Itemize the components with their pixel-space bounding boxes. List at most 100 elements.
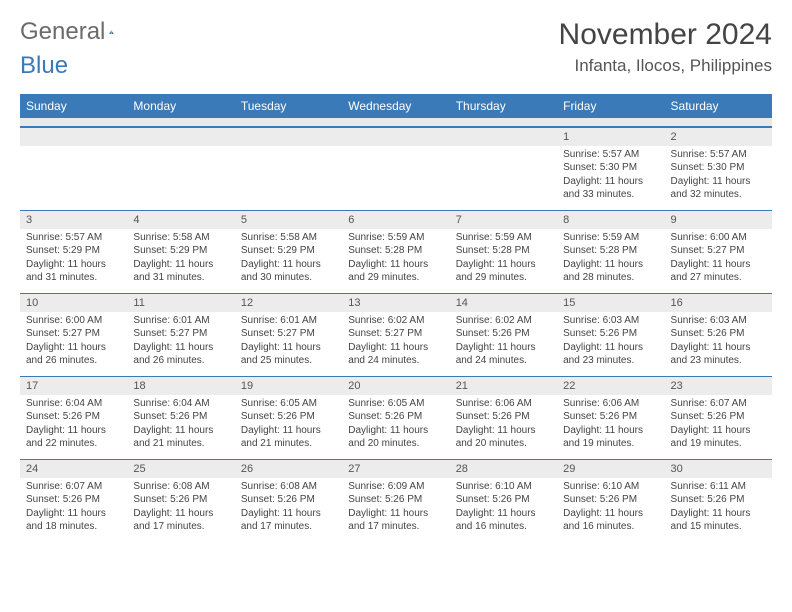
daylight2-text: and 29 minutes. bbox=[348, 271, 443, 285]
sunset-text: Sunset: 5:27 PM bbox=[241, 327, 336, 341]
day-cell: Sunrise: 6:00 AMSunset: 5:27 PMDaylight:… bbox=[20, 312, 127, 377]
content-row: Sunrise: 5:57 AMSunset: 5:30 PMDaylight:… bbox=[20, 146, 772, 211]
daylight2-text: and 26 minutes. bbox=[133, 354, 228, 368]
sunset-text: Sunset: 5:28 PM bbox=[348, 244, 443, 258]
spacer-row bbox=[20, 118, 772, 126]
date-cell: 2 bbox=[665, 127, 772, 146]
content-row: Sunrise: 6:00 AMSunset: 5:27 PMDaylight:… bbox=[20, 312, 772, 377]
date-cell: 16 bbox=[665, 293, 772, 312]
date-row: 3456789 bbox=[20, 210, 772, 229]
day-cell: Sunrise: 6:08 AMSunset: 5:26 PMDaylight:… bbox=[127, 478, 234, 542]
daylight1-text: Daylight: 11 hours bbox=[456, 341, 551, 355]
daylight2-text: and 15 minutes. bbox=[671, 520, 766, 534]
daylight2-text: and 16 minutes. bbox=[563, 520, 658, 534]
daylight1-text: Daylight: 11 hours bbox=[133, 424, 228, 438]
sunset-text: Sunset: 5:27 PM bbox=[671, 244, 766, 258]
daylight2-text: and 27 minutes. bbox=[671, 271, 766, 285]
sunset-text: Sunset: 5:26 PM bbox=[456, 493, 551, 507]
daylight2-text: and 31 minutes. bbox=[133, 271, 228, 285]
weeks-table: 12Sunrise: 5:57 AMSunset: 5:30 PMDayligh… bbox=[20, 127, 772, 542]
daylight1-text: Daylight: 11 hours bbox=[26, 507, 121, 521]
sunrise-text: Sunrise: 6:01 AM bbox=[133, 314, 228, 328]
sunrise-text: Sunrise: 6:01 AM bbox=[241, 314, 336, 328]
daylight2-text: and 19 minutes. bbox=[671, 437, 766, 451]
sunset-text: Sunset: 5:26 PM bbox=[26, 410, 121, 424]
sunset-text: Sunset: 5:30 PM bbox=[563, 161, 658, 175]
date-cell: 6 bbox=[342, 210, 449, 229]
sunset-text: Sunset: 5:26 PM bbox=[241, 410, 336, 424]
sunset-text: Sunset: 5:27 PM bbox=[348, 327, 443, 341]
date-cell: 14 bbox=[450, 293, 557, 312]
sunrise-text: Sunrise: 5:58 AM bbox=[241, 231, 336, 245]
daylight1-text: Daylight: 11 hours bbox=[563, 258, 658, 272]
daylight1-text: Daylight: 11 hours bbox=[241, 424, 336, 438]
daylight2-text: and 24 minutes. bbox=[348, 354, 443, 368]
sunrise-text: Sunrise: 6:07 AM bbox=[26, 480, 121, 494]
daylight2-text: and 26 minutes. bbox=[26, 354, 121, 368]
daylight1-text: Daylight: 11 hours bbox=[671, 341, 766, 355]
daylight2-text: and 24 minutes. bbox=[456, 354, 551, 368]
sunrise-text: Sunrise: 5:59 AM bbox=[348, 231, 443, 245]
sunrise-text: Sunrise: 6:06 AM bbox=[563, 397, 658, 411]
date-cell bbox=[450, 127, 557, 146]
logo-word1: General bbox=[20, 18, 105, 46]
daylight1-text: Daylight: 11 hours bbox=[133, 341, 228, 355]
sunrise-text: Sunrise: 6:07 AM bbox=[671, 397, 766, 411]
daylight2-text: and 29 minutes. bbox=[456, 271, 551, 285]
sunset-text: Sunset: 5:30 PM bbox=[671, 161, 766, 175]
sunrise-text: Sunrise: 6:08 AM bbox=[133, 480, 228, 494]
date-cell: 10 bbox=[20, 293, 127, 312]
sunrise-text: Sunrise: 6:11 AM bbox=[671, 480, 766, 494]
day-cell: Sunrise: 6:03 AMSunset: 5:26 PMDaylight:… bbox=[665, 312, 772, 377]
sunrise-text: Sunrise: 5:57 AM bbox=[563, 148, 658, 162]
day-cell bbox=[235, 146, 342, 211]
content-row: Sunrise: 6:04 AMSunset: 5:26 PMDaylight:… bbox=[20, 395, 772, 460]
date-cell: 1 bbox=[557, 127, 664, 146]
sunrise-text: Sunrise: 5:59 AM bbox=[563, 231, 658, 245]
sunset-text: Sunset: 5:28 PM bbox=[456, 244, 551, 258]
day-cell: Sunrise: 6:10 AMSunset: 5:26 PMDaylight:… bbox=[450, 478, 557, 542]
day-header: Friday bbox=[557, 94, 664, 118]
sunset-text: Sunset: 5:28 PM bbox=[563, 244, 658, 258]
day-cell: Sunrise: 5:59 AMSunset: 5:28 PMDaylight:… bbox=[342, 229, 449, 294]
date-cell: 13 bbox=[342, 293, 449, 312]
sunset-text: Sunset: 5:26 PM bbox=[456, 410, 551, 424]
date-cell: 28 bbox=[450, 459, 557, 478]
date-row: 24252627282930 bbox=[20, 459, 772, 478]
sunrise-text: Sunrise: 5:59 AM bbox=[456, 231, 551, 245]
date-cell: 3 bbox=[20, 210, 127, 229]
day-cell: Sunrise: 5:57 AMSunset: 5:30 PMDaylight:… bbox=[665, 146, 772, 211]
daylight1-text: Daylight: 11 hours bbox=[563, 175, 658, 189]
content-row: Sunrise: 5:57 AMSunset: 5:29 PMDaylight:… bbox=[20, 229, 772, 294]
date-cell: 30 bbox=[665, 459, 772, 478]
day-cell: Sunrise: 6:02 AMSunset: 5:26 PMDaylight:… bbox=[450, 312, 557, 377]
date-cell: 8 bbox=[557, 210, 664, 229]
daylight1-text: Daylight: 11 hours bbox=[671, 258, 766, 272]
location: Infanta, Ilocos, Philippines bbox=[559, 56, 772, 76]
daylight1-text: Daylight: 11 hours bbox=[563, 424, 658, 438]
daylight2-text: and 31 minutes. bbox=[26, 271, 121, 285]
daylight2-text: and 25 minutes. bbox=[241, 354, 336, 368]
month-title: November 2024 bbox=[559, 18, 772, 52]
date-cell: 24 bbox=[20, 459, 127, 478]
day-header-row: Sunday Monday Tuesday Wednesday Thursday… bbox=[20, 94, 772, 118]
date-cell: 21 bbox=[450, 376, 557, 395]
content-row: Sunrise: 6:07 AMSunset: 5:26 PMDaylight:… bbox=[20, 478, 772, 542]
day-cell: Sunrise: 6:10 AMSunset: 5:26 PMDaylight:… bbox=[557, 478, 664, 542]
sunset-text: Sunset: 5:29 PM bbox=[26, 244, 121, 258]
sunset-text: Sunset: 5:26 PM bbox=[241, 493, 336, 507]
calendar-table: Sunday Monday Tuesday Wednesday Thursday… bbox=[20, 94, 772, 127]
day-cell: Sunrise: 6:04 AMSunset: 5:26 PMDaylight:… bbox=[127, 395, 234, 460]
day-cell: Sunrise: 5:59 AMSunset: 5:28 PMDaylight:… bbox=[557, 229, 664, 294]
sunset-text: Sunset: 5:26 PM bbox=[26, 493, 121, 507]
date-cell: 23 bbox=[665, 376, 772, 395]
date-cell: 9 bbox=[665, 210, 772, 229]
sunset-text: Sunset: 5:26 PM bbox=[563, 327, 658, 341]
date-cell: 12 bbox=[235, 293, 342, 312]
day-cell: Sunrise: 5:58 AMSunset: 5:29 PMDaylight:… bbox=[127, 229, 234, 294]
day-cell: Sunrise: 6:03 AMSunset: 5:26 PMDaylight:… bbox=[557, 312, 664, 377]
sunset-text: Sunset: 5:26 PM bbox=[133, 410, 228, 424]
date-cell bbox=[342, 127, 449, 146]
day-cell: Sunrise: 6:04 AMSunset: 5:26 PMDaylight:… bbox=[20, 395, 127, 460]
daylight1-text: Daylight: 11 hours bbox=[26, 341, 121, 355]
